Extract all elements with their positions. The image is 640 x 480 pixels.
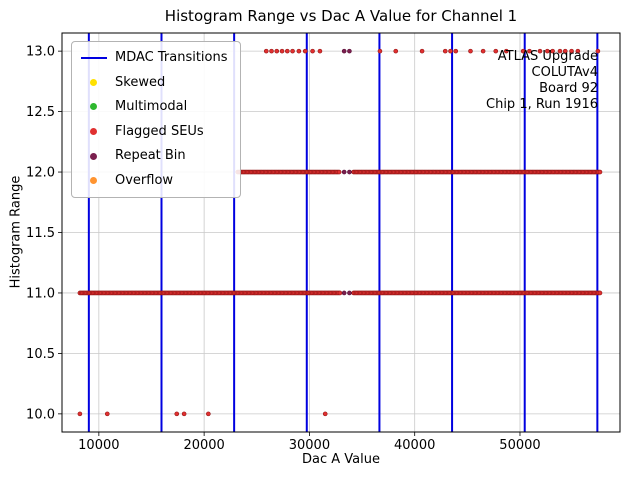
legend-label: Overflow — [115, 172, 174, 188]
legend: MDAC Transitions Skewed Multimodal Flagged … — [71, 41, 241, 198]
annotation-line: ATLAS Upgrade — [497, 49, 598, 64]
legend-item-mdac-transitions: MDAC Transitions — [81, 50, 228, 66]
scatter-points — [77, 48, 603, 417]
legend-label: MDAC Transitions — [115, 50, 228, 65]
y-tick-label: 11.0 — [26, 286, 55, 301]
y-tick-label: 13.0 — [26, 45, 55, 60]
y-tick-label: 10.0 — [26, 407, 55, 422]
legend-label: Skewed — [115, 74, 166, 90]
legend-dot-icon — [90, 128, 97, 136]
y-axis-label: Histogram Range — [8, 175, 24, 289]
x-tick-label: 20000 — [183, 438, 224, 453]
legend-dot-icon — [90, 78, 97, 86]
y-tick-label: 12.0 — [26, 166, 55, 181]
annotation-line: COLUTAv4 — [531, 64, 598, 80]
plot-annotation: ATLAS Upgrade COLUTAv4 Board 92 Chip 1, Run… — [486, 49, 598, 112]
legend-item-multimodal: Multimodal — [81, 99, 228, 115]
legend-item-flagged-seus: Flagged SEUs — [81, 124, 228, 140]
y-tick-label: 11.5 — [26, 226, 55, 241]
legend-dot-icon — [90, 177, 97, 185]
annotation-line: Board 92 — [539, 80, 598, 96]
legend-item-skewed: Skewed — [81, 75, 228, 91]
legend-dot-icon — [90, 103, 97, 111]
y-tick-label: 12.5 — [26, 105, 55, 120]
x-tick-label: 50000 — [499, 438, 540, 453]
legend-item-overflow: Overflow — [81, 173, 228, 189]
annotation-line: Chip 1, Run 1916 — [486, 96, 598, 112]
legend-item-repeat-bin: Repeat Bin — [81, 148, 228, 164]
legend-dot-icon — [90, 152, 97, 160]
legend-label: Repeat Bin — [115, 148, 186, 164]
tick-labels: 10000 20000 30000 40000 50000 10.0 10.5 11.0 11.… — [26, 45, 541, 453]
x-axis-label: Dac A Value — [302, 452, 380, 467]
legend-label: Multimodal — [115, 99, 188, 115]
axes-frame — [58, 32, 621, 436]
chart-title: Histogram Range vs Dac A Value for Chann… — [164, 7, 518, 25]
x-tick-label: 40000 — [394, 438, 435, 453]
legend-line-sample-icon — [81, 56, 107, 59]
x-tick-label: 10000 — [78, 438, 119, 453]
y-tick-label: 10.5 — [26, 347, 55, 362]
x-tick-label: 30000 — [289, 438, 330, 453]
legend-label: Flagged SEUs — [115, 123, 204, 139]
